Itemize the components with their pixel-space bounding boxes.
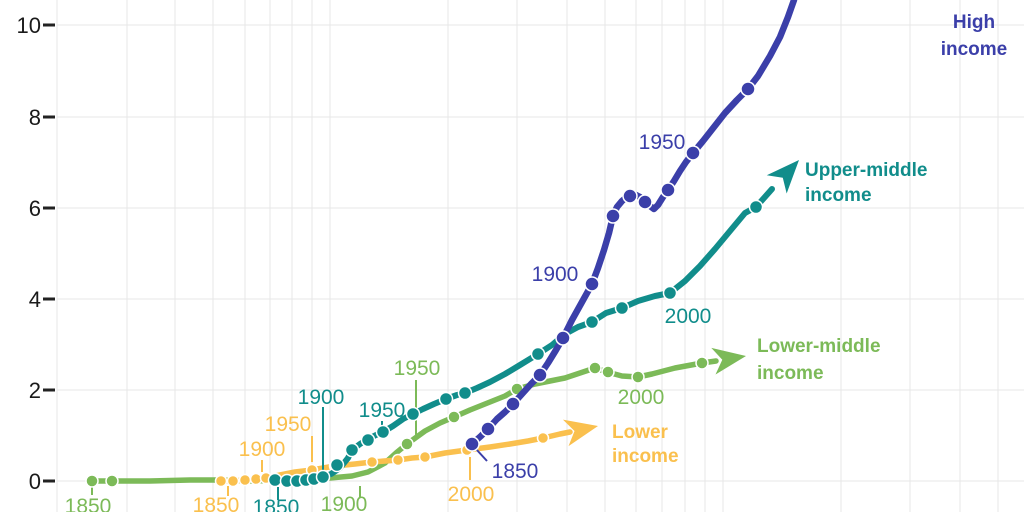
data-point-dot <box>536 431 550 445</box>
data-point-dot <box>662 285 678 301</box>
data-point-dot <box>584 276 600 292</box>
data-point-dot <box>555 330 571 346</box>
series-line <box>272 186 775 484</box>
y-axis-tick-label: 10 <box>17 13 41 38</box>
year-label: 1950 <box>265 413 312 436</box>
y-axis-tick-label: 0 <box>29 469 41 494</box>
data-point-dot <box>464 436 480 452</box>
data-point-dot <box>329 457 345 473</box>
series-layer: 1850 190019502000Lower-middleincome185019… <box>65 0 1008 512</box>
data-point-dot <box>105 474 119 488</box>
data-point-dot <box>365 455 379 469</box>
year-leader-line <box>475 448 488 462</box>
year-label: 1850 <box>65 495 112 512</box>
data-point-dot <box>660 182 676 198</box>
year-label: 1900 <box>532 263 579 286</box>
data-point-dot <box>601 365 615 379</box>
data-point-dot <box>375 424 391 440</box>
data-point-dot <box>457 385 473 401</box>
y-axis-tick-label: 8 <box>29 105 41 130</box>
arrowhead-icon <box>711 347 746 375</box>
arrowhead-icon <box>766 160 799 194</box>
year-label: 2000 <box>665 305 712 328</box>
data-point-dot <box>360 432 376 448</box>
arrowhead-icon <box>562 419 598 447</box>
data-point-dot <box>584 314 600 330</box>
data-point-dot <box>748 199 764 215</box>
series-high-income: 1850 1900 1950 High income <box>464 0 1008 483</box>
year-label: 1850 <box>492 460 539 483</box>
series-name-label: income <box>805 185 872 206</box>
y-axis-tick-label: 6 <box>29 196 41 221</box>
series-name-label: income <box>757 363 824 384</box>
year-label: 1850 <box>193 494 240 512</box>
data-point-dot <box>480 421 496 437</box>
year-label: 1950 <box>394 357 441 380</box>
year-label: 2000 <box>448 483 495 506</box>
data-point-dot <box>226 474 240 488</box>
year-label: 2000 <box>618 386 665 409</box>
year-label: 1900 <box>298 386 345 409</box>
data-point-dot <box>447 410 461 424</box>
data-point-dot <box>505 396 521 412</box>
horizontal-gridlines <box>57 24 1024 482</box>
data-point-dot <box>400 437 414 451</box>
y-axis-tick-labels: 10 8 6 4 2 0 <box>17 13 41 494</box>
series-name-label: income <box>612 446 679 467</box>
year-label: 1950 <box>359 399 406 422</box>
data-point-dot <box>267 472 283 488</box>
data-point-dot <box>238 473 252 487</box>
data-point-dot <box>344 442 360 458</box>
data-point-dot <box>614 300 630 316</box>
data-point-dot <box>622 188 638 204</box>
series-name-label: Upper-middle <box>805 160 927 181</box>
series-name-label: income <box>941 39 1008 60</box>
data-point-dot <box>605 208 621 224</box>
data-point-dot <box>315 469 331 485</box>
y-axis-ticks <box>43 23 55 483</box>
data-point-dot <box>530 346 546 362</box>
data-point-dot <box>85 474 99 488</box>
y-axis-tick-label: 4 <box>29 287 41 312</box>
year-label: 1900 <box>239 438 286 461</box>
data-point-dot <box>631 370 645 384</box>
series-upper-middle-income: 1850 1900 1950 2000 Upper-middle income <box>253 160 927 512</box>
data-point-dot <box>588 361 602 375</box>
series-name-label: Lower-middle <box>757 336 881 357</box>
data-point-dot <box>685 145 701 161</box>
data-point-dot <box>740 81 756 97</box>
data-point-dot <box>405 406 421 422</box>
data-point-dot <box>438 391 454 407</box>
vertical-gridlines <box>56 0 999 512</box>
data-point-dot <box>532 367 548 383</box>
data-point-dot <box>214 474 228 488</box>
year-label: 1900 <box>321 493 368 512</box>
data-point-dot <box>695 356 709 370</box>
data-point-dot <box>637 194 653 210</box>
series-name-label: Lower <box>612 422 669 443</box>
year-label: 1950 <box>639 131 686 154</box>
year-label: 1850 <box>253 496 300 512</box>
series-name-label: High <box>953 12 995 33</box>
data-point-dot <box>391 453 405 467</box>
y-axis-tick-label: 2 <box>29 378 41 403</box>
data-point-dot <box>418 450 432 464</box>
